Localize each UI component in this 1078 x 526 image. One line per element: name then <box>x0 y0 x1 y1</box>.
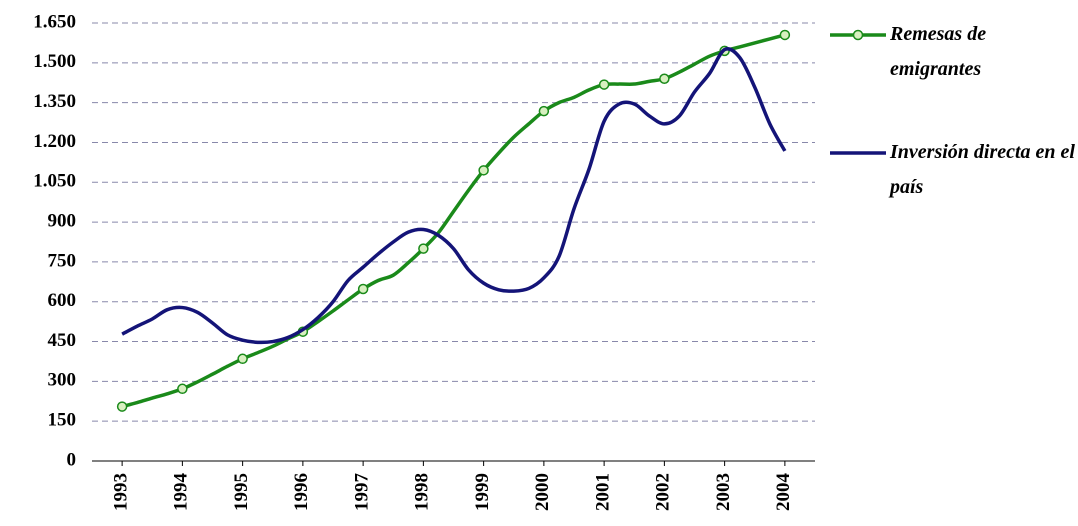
point-marker <box>418 243 429 254</box>
point-marker <box>237 353 248 365</box>
point-marker <box>598 79 610 90</box>
point-marker <box>478 165 489 176</box>
point-marker <box>357 283 369 295</box>
x-tick-label: 2003 <box>713 473 734 511</box>
legend-marker <box>852 29 864 41</box>
legend-label: Remesas de emigrantes <box>890 23 987 80</box>
y-tick-label: 750 <box>48 250 77 271</box>
y-tick-label: 600 <box>48 290 77 311</box>
point-marker <box>116 401 128 412</box>
x-tick-label: 1996 <box>291 473 312 511</box>
x-tick-label: 1993 <box>110 473 131 511</box>
legend-label: Inversión directa en el país <box>890 141 1075 198</box>
y-tick-label: 1.650 <box>33 11 76 32</box>
y-tick-label: 1.500 <box>33 51 76 72</box>
y-tick-label: 450 <box>48 330 77 351</box>
x-tick-label: 1998 <box>412 473 433 511</box>
x-tick-label: 2004 <box>773 473 794 512</box>
x-tick-label: 2000 <box>532 473 553 511</box>
y-tick-label: 1.050 <box>33 171 76 192</box>
x-tick-label: 1997 <box>351 473 372 512</box>
point-marker <box>779 29 791 41</box>
y-tick-label: 1.200 <box>33 131 76 152</box>
y-tick-label: 0 <box>67 449 77 470</box>
x-tick-label: 1999 <box>472 473 493 511</box>
series-line <box>121 33 786 409</box>
point-marker <box>177 383 188 395</box>
y-tick-label: 300 <box>48 370 77 391</box>
y-tick-label: 150 <box>48 410 77 431</box>
x-tick-label: 2001 <box>592 473 613 511</box>
y-tick-label: 1.350 <box>33 91 76 112</box>
point-marker <box>538 105 550 117</box>
x-tick-label: 1995 <box>231 473 252 511</box>
x-tick-label: 1994 <box>171 473 192 512</box>
series-line <box>121 47 787 345</box>
point-marker <box>659 73 670 84</box>
x-tick-label: 2002 <box>653 473 674 511</box>
y-tick-label: 900 <box>48 210 77 231</box>
